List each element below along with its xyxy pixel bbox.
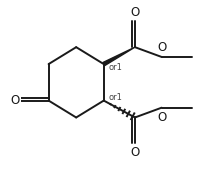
Text: O: O (157, 41, 166, 54)
Text: O: O (10, 94, 19, 107)
Text: O: O (130, 146, 139, 159)
Text: or1: or1 (108, 63, 122, 72)
Text: O: O (157, 111, 166, 124)
Text: or1: or1 (108, 93, 122, 101)
Polygon shape (103, 47, 135, 66)
Text: O: O (130, 6, 139, 19)
